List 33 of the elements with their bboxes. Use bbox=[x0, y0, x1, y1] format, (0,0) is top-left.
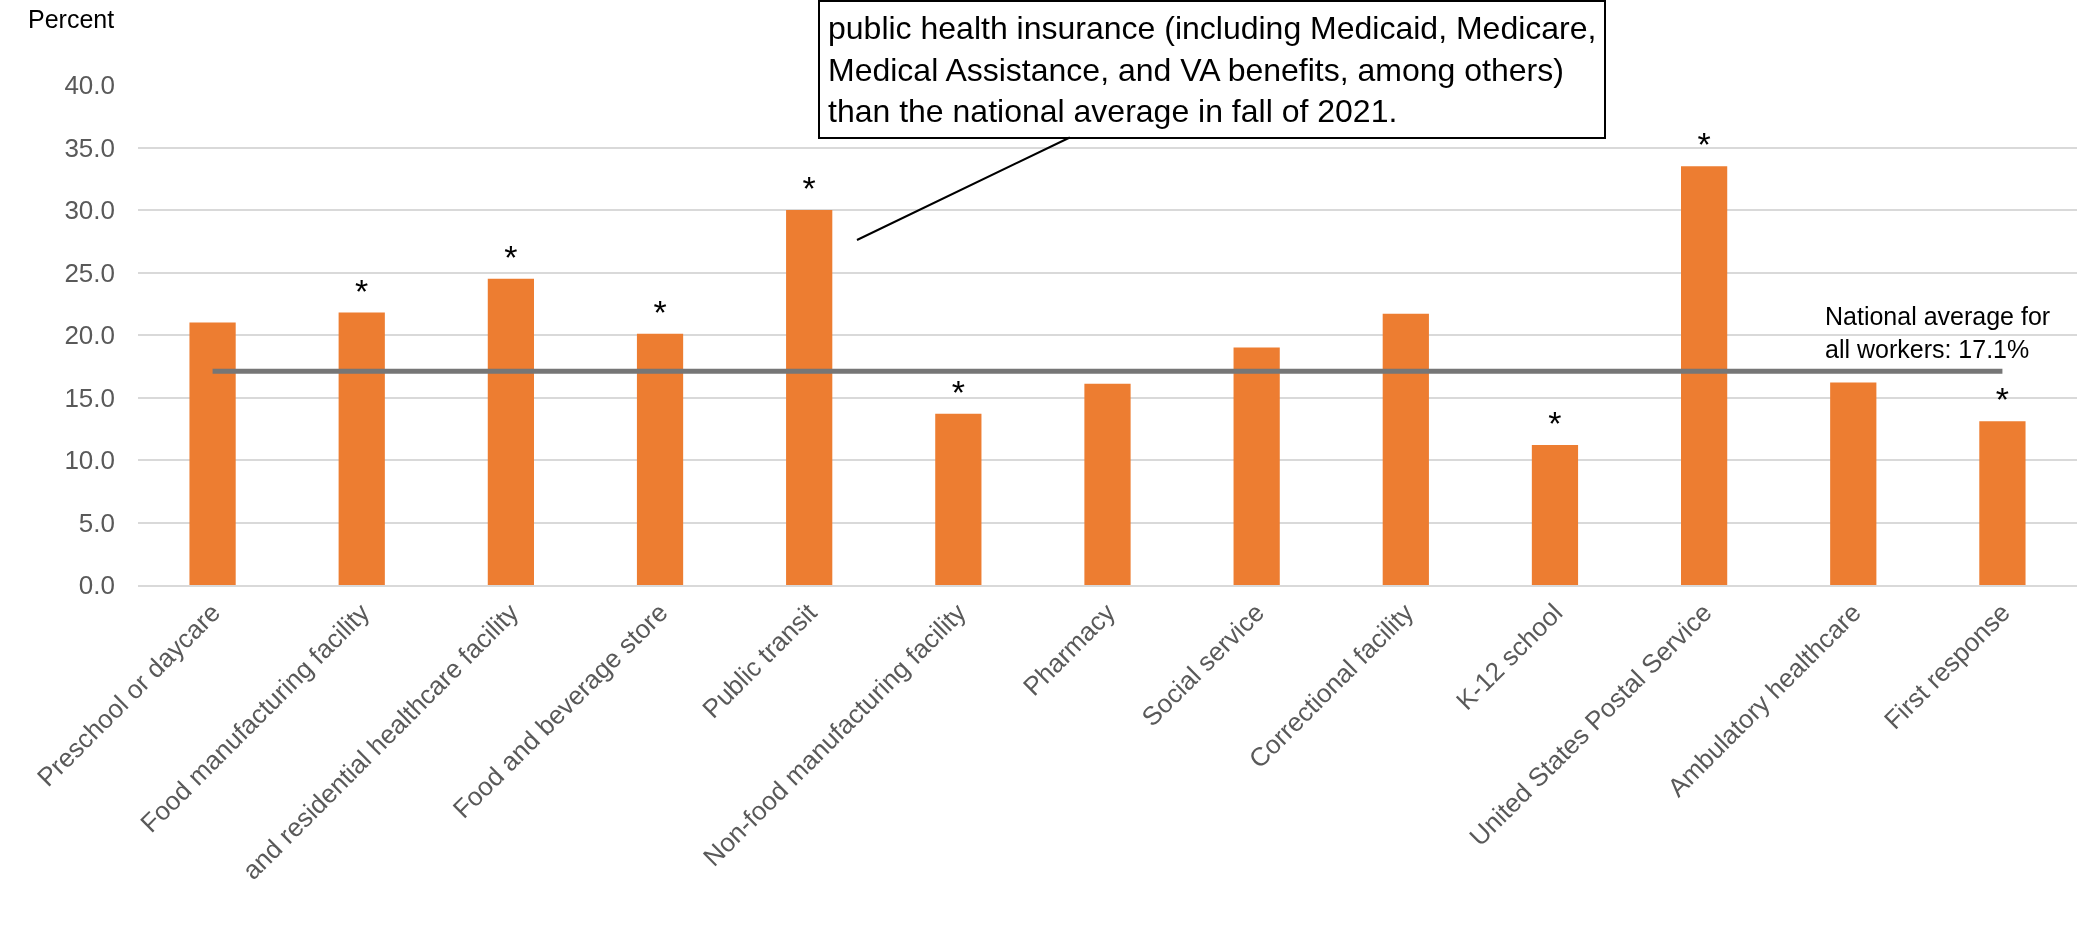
data-label: * bbox=[1697, 125, 1711, 164]
ref-line-label: National average for all workers: 17.1% bbox=[1825, 302, 2051, 363]
y-tick-label: 20.0 bbox=[64, 320, 115, 351]
bar bbox=[487, 278, 534, 585]
y-tick-label: 25.0 bbox=[64, 257, 115, 288]
y-tick-label: 15.0 bbox=[64, 382, 115, 413]
y-tick-label: 5.0 bbox=[78, 507, 115, 538]
y-tick-label: 10.0 bbox=[64, 445, 115, 476]
data-label: * bbox=[1548, 404, 1562, 442]
y-tick-label: 35.0 bbox=[64, 132, 115, 163]
data-label: * bbox=[1995, 380, 2010, 419]
y-tick-label: 30.0 bbox=[64, 195, 115, 226]
bar bbox=[1830, 382, 1877, 585]
data-label: * bbox=[504, 237, 518, 276]
bar bbox=[1681, 166, 1728, 585]
bar bbox=[1531, 445, 1579, 585]
y-tick-label: 0.0 bbox=[78, 570, 115, 601]
bar bbox=[1979, 421, 2026, 585]
bar bbox=[1084, 383, 1131, 585]
data-label: * bbox=[355, 271, 369, 310]
data-label: * bbox=[653, 292, 667, 331]
bar bbox=[636, 333, 684, 585]
bar bbox=[935, 413, 982, 585]
data-label: * bbox=[802, 169, 816, 207]
bar bbox=[1382, 313, 1429, 585]
bar bbox=[1233, 347, 1280, 585]
data-label: * bbox=[951, 372, 965, 411]
y-tick-label: 40.0 bbox=[64, 70, 115, 101]
bar bbox=[786, 210, 833, 585]
bar bbox=[338, 312, 385, 585]
annotation: public health insurance (including Medicaid, Medicare, Medical Assistance, and VA benefits, among others) than the national average in fall of 2021. bbox=[828, 10, 1597, 130]
y-axis-title: Percent bbox=[28, 5, 115, 33]
bar bbox=[189, 322, 236, 585]
